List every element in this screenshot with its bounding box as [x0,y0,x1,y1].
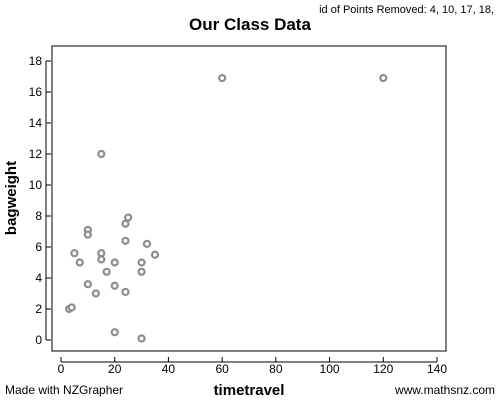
y-axis-title: bagweight [3,161,20,235]
data-point [137,258,146,267]
x-tick-label: 80 [269,362,283,376]
y-tick-label: 0 [35,333,42,347]
data-point [379,73,388,83]
data-point [110,328,119,337]
x-tick-label: 20 [108,362,122,376]
data-point [70,249,79,258]
x-axis-title: timetravel [214,382,285,399]
x-tick-label: 100 [320,362,340,376]
y-tick-label: 18 [29,54,43,68]
data-point [218,73,227,83]
data-point [121,219,130,228]
data-points [64,73,388,343]
plot-frame [51,45,447,352]
data-point [137,267,146,276]
data-point [121,236,130,245]
x-tick-label: 40 [162,362,176,376]
x-axis: 0 20 40 60 80 100 120 140 [58,357,447,376]
data-point [124,213,133,222]
data-point [121,287,130,297]
y-tick-label: 4 [35,271,42,285]
y-tick-label: 16 [29,85,43,99]
y-tick-label: 8 [35,209,42,223]
x-tick-label: 60 [215,362,229,376]
x-tick-label: 0 [58,362,65,376]
removed-points-note: id of Points Removed: 4, 10, 17, 18, [319,4,494,16]
data-point [83,280,92,289]
footer-website: www.mathsnz.com [394,383,495,397]
data-point [110,258,119,267]
data-point [102,267,111,276]
data-point [91,289,101,298]
data-point [75,258,84,267]
y-tick-label: 12 [29,147,43,161]
chart-title: Our Class Data [189,15,311,34]
data-point [150,250,160,259]
data-point [97,255,106,264]
y-tick-label: 2 [35,302,42,316]
y-tick-label: 6 [35,240,42,254]
data-point [67,303,76,312]
y-axis: 0 2 4 6 8 10 12 14 16 18 [29,54,51,347]
x-tick-label: 120 [373,362,393,376]
data-point [110,281,119,290]
y-tick-label: 10 [29,178,43,192]
footer-credit: Made with NZGrapher [5,383,123,397]
data-point [97,149,106,159]
x-tick-label: 140 [427,362,447,376]
data-point [142,239,152,248]
data-point [137,334,146,343]
data-point [83,230,92,239]
y-tick-label: 14 [29,116,43,130]
